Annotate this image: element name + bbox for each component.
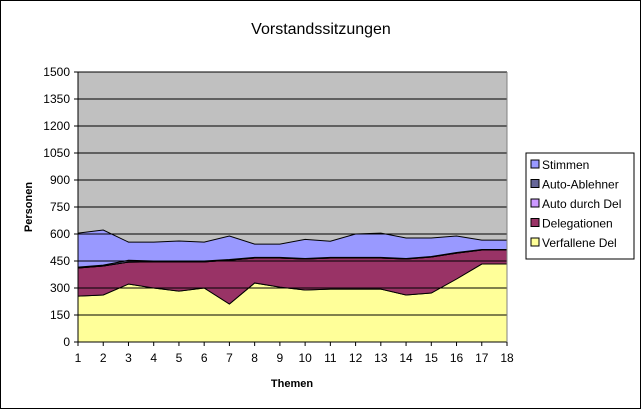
legend-swatch — [530, 198, 540, 208]
legend-entry: Auto durch Del — [542, 197, 621, 211]
legend-swatch — [530, 159, 540, 169]
chart-title: Vorstandssitzungen — [251, 21, 391, 38]
legend-entry: Verfallene Del — [542, 236, 617, 250]
legend-entry: Stimmen — [542, 158, 589, 172]
legend-box — [525, 152, 635, 260]
y-tick-label: 450 — [50, 254, 70, 268]
x-tick-label: 18 — [500, 351, 514, 365]
legend-entry: Delegationen — [542, 217, 613, 231]
x-tick-label: 11 — [324, 351, 337, 365]
legend: Stimmen Auto-Ablehner Auto durch Del Delega… — [525, 152, 635, 260]
legend-entry: Auto-Ablehner — [542, 178, 619, 192]
y-tick-label: 600 — [50, 227, 70, 241]
legend-swatch — [530, 179, 540, 188]
y-tick-label: 1200 — [43, 119, 70, 133]
x-tick-label: 2 — [100, 351, 107, 365]
y-axis-label: Personen — [23, 182, 35, 232]
x-tick-label: 15 — [425, 351, 439, 365]
x-tick-label: 4 — [150, 351, 157, 365]
y-tick-label: 300 — [50, 281, 70, 295]
x-tick-label: 8 — [251, 351, 258, 365]
y-tick-label: 0 — [63, 335, 70, 349]
y-tick-label: 750 — [50, 200, 70, 214]
x-tick-label: 5 — [176, 351, 183, 365]
y-tick-label: 1350 — [43, 92, 70, 106]
x-tick-label: 9 — [277, 351, 284, 365]
x-tick-label: 14 — [399, 351, 413, 365]
x-tick-label: 7 — [226, 351, 233, 365]
x-tick-label: 3 — [125, 351, 132, 365]
x-tick-label: 6 — [201, 351, 208, 365]
y-tick-label: 900 — [50, 173, 70, 187]
y-tick-label: 1050 — [43, 146, 70, 160]
x-tick-label: 12 — [349, 351, 363, 365]
y-tick-label: 1500 — [43, 65, 70, 79]
x-tick-label: 10 — [298, 351, 312, 365]
legend-swatch — [530, 218, 540, 227]
x-tick-label: 16 — [450, 351, 464, 365]
y-tick-label: 150 — [50, 308, 70, 322]
x-axis-label: Themen — [271, 378, 313, 390]
legend-swatch — [530, 237, 540, 247]
x-tick-label: 1 — [75, 351, 82, 365]
x-tick-label: 13 — [374, 351, 388, 365]
x-tick-label: 17 — [475, 351, 489, 365]
